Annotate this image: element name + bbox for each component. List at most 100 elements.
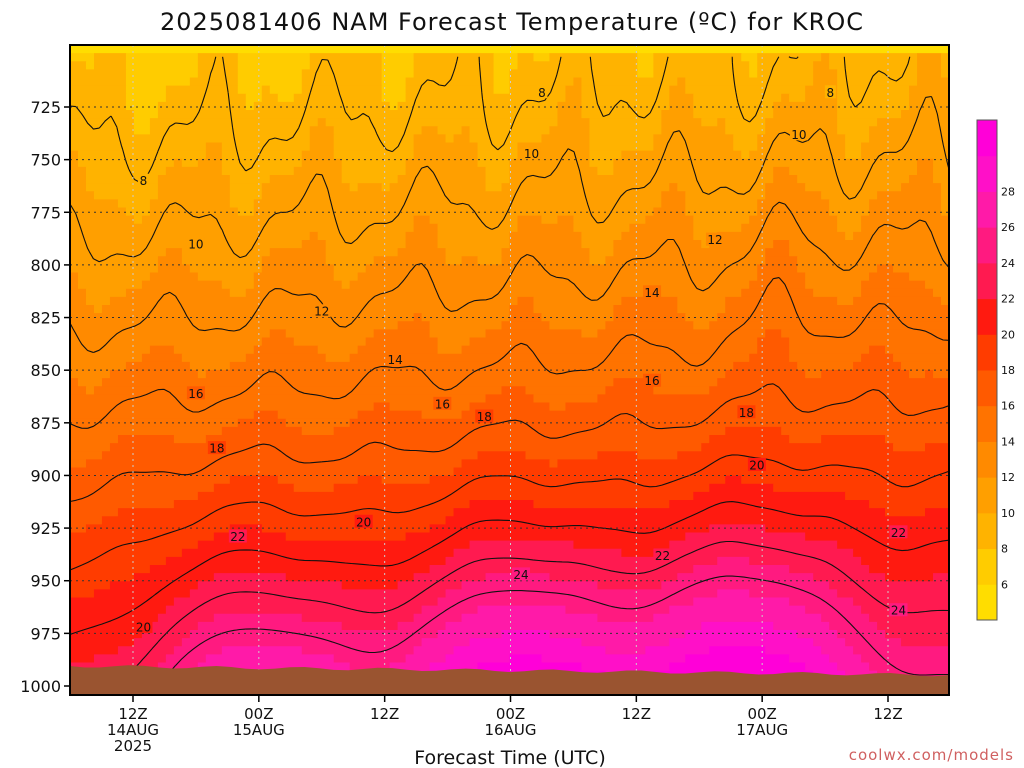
temperature-cell bbox=[70, 361, 127, 371]
contour-label: 8 bbox=[140, 174, 148, 188]
temperature-cell bbox=[293, 337, 367, 347]
temperature-cell bbox=[93, 305, 103, 314]
temperature-cell bbox=[70, 654, 95, 664]
temperature-cell bbox=[413, 646, 455, 655]
temperature-cell bbox=[901, 110, 949, 119]
temperature-cell bbox=[917, 69, 942, 79]
temperature-cell bbox=[893, 443, 926, 452]
temperature-cell bbox=[197, 61, 239, 70]
temperature-cell bbox=[669, 101, 694, 111]
contour-label-bg bbox=[536, 85, 548, 99]
temperature-cell bbox=[357, 183, 383, 192]
temperature-cell bbox=[781, 426, 949, 436]
temperature-cell bbox=[237, 69, 303, 79]
temperature-cell bbox=[621, 150, 742, 160]
temperature-cell bbox=[861, 280, 926, 290]
temperature-cell bbox=[389, 183, 487, 192]
temperature-cell bbox=[181, 548, 455, 558]
temperature-cell bbox=[733, 361, 798, 371]
temperature-cell bbox=[285, 573, 415, 582]
contour-label-bg bbox=[386, 352, 405, 366]
temperature-cell bbox=[725, 370, 806, 379]
temperature-cell bbox=[333, 150, 415, 160]
temperature-cell bbox=[70, 288, 87, 298]
temperature-cell bbox=[613, 166, 774, 176]
temperature-cell bbox=[517, 215, 543, 225]
y-axis: 725 750 775 800 825 850 875 900 925 950 975 1000 bbox=[20, 98, 71, 696]
contour-label: 10 bbox=[791, 128, 806, 142]
temperature-cell bbox=[789, 248, 949, 257]
temperature-cell bbox=[133, 215, 143, 225]
temperature-cell bbox=[373, 402, 391, 412]
temperature-cell bbox=[70, 565, 151, 574]
temperature-cell bbox=[933, 166, 949, 176]
temperature-cell bbox=[653, 61, 750, 70]
temperature-cell bbox=[341, 166, 407, 176]
temperature-cell bbox=[909, 272, 949, 282]
temperature-cell bbox=[405, 240, 439, 249]
temperature-cell bbox=[70, 248, 167, 257]
temperature-cell bbox=[197, 581, 343, 590]
temperature-cell bbox=[749, 353, 790, 363]
temperature-cell bbox=[813, 61, 830, 70]
temperature-cell bbox=[909, 101, 949, 111]
temperature-cell bbox=[70, 305, 95, 314]
temperature-cell bbox=[589, 126, 662, 135]
contour-label-bg bbox=[186, 236, 205, 250]
temperature-cell bbox=[565, 605, 670, 615]
temperature-cell bbox=[805, 370, 822, 379]
temperature-cell bbox=[381, 69, 415, 79]
temperature-cell bbox=[669, 500, 870, 509]
temperature-cell bbox=[877, 670, 949, 680]
temperature-cell bbox=[581, 85, 670, 95]
temperature-cell bbox=[229, 524, 263, 534]
temperature-cell bbox=[157, 175, 231, 184]
temperature-cell bbox=[717, 231, 846, 241]
temperature-cell bbox=[853, 361, 902, 371]
temperature-cell bbox=[581, 329, 598, 339]
temperature-cell bbox=[941, 207, 949, 217]
temperature-cell bbox=[70, 353, 143, 363]
contour-label: 22 bbox=[891, 526, 906, 540]
temperature-cell bbox=[165, 166, 223, 176]
x-axis-label: Forecast Time (UTC) bbox=[414, 747, 605, 768]
contour-label-bg bbox=[475, 409, 494, 423]
colorbar-tick-label: 18 bbox=[1001, 364, 1015, 377]
temperature-cell bbox=[70, 272, 79, 282]
temperature-cell bbox=[197, 540, 471, 550]
temperature-cell bbox=[837, 118, 878, 127]
temperature-cell bbox=[157, 662, 199, 672]
temperature-cell bbox=[469, 402, 551, 412]
temperature-cell bbox=[101, 451, 479, 460]
contour-label: 20 bbox=[356, 515, 371, 529]
temperature-cell bbox=[141, 280, 223, 290]
temperature-cell bbox=[213, 573, 287, 582]
temperature-cell bbox=[125, 85, 167, 95]
temperature-cell bbox=[77, 272, 151, 282]
credit-text: coolwx.com/models bbox=[849, 746, 1014, 764]
temperature-cell bbox=[261, 264, 335, 274]
temperature-cell bbox=[381, 183, 391, 192]
contour-label: 8 bbox=[538, 86, 546, 100]
temperature-cell bbox=[501, 248, 591, 257]
temperature-cell bbox=[405, 532, 686, 542]
temperature-cell bbox=[269, 329, 287, 339]
temperature-cell bbox=[709, 321, 949, 330]
temperature-cell bbox=[653, 613, 822, 623]
temperature-cell bbox=[70, 630, 143, 639]
temperature-cell bbox=[405, 77, 495, 87]
y-tick-label: 875 bbox=[30, 414, 61, 433]
temperature-cell bbox=[805, 280, 862, 290]
temperature-cell bbox=[229, 183, 263, 192]
temperature-cell bbox=[453, 548, 622, 558]
colorbar-legend: 6 8 10 12 14 16 18 20 22 24 26 28 bbox=[976, 119, 1015, 621]
temperature-cell bbox=[349, 280, 750, 290]
contour-label: 10 bbox=[188, 237, 203, 251]
temperature-cell bbox=[581, 240, 614, 249]
temperature-cell bbox=[301, 158, 343, 168]
temperature-cell bbox=[85, 61, 95, 70]
temperature-cell bbox=[669, 662, 806, 672]
temperature-cell bbox=[885, 435, 949, 444]
temperature-cell bbox=[125, 361, 191, 371]
